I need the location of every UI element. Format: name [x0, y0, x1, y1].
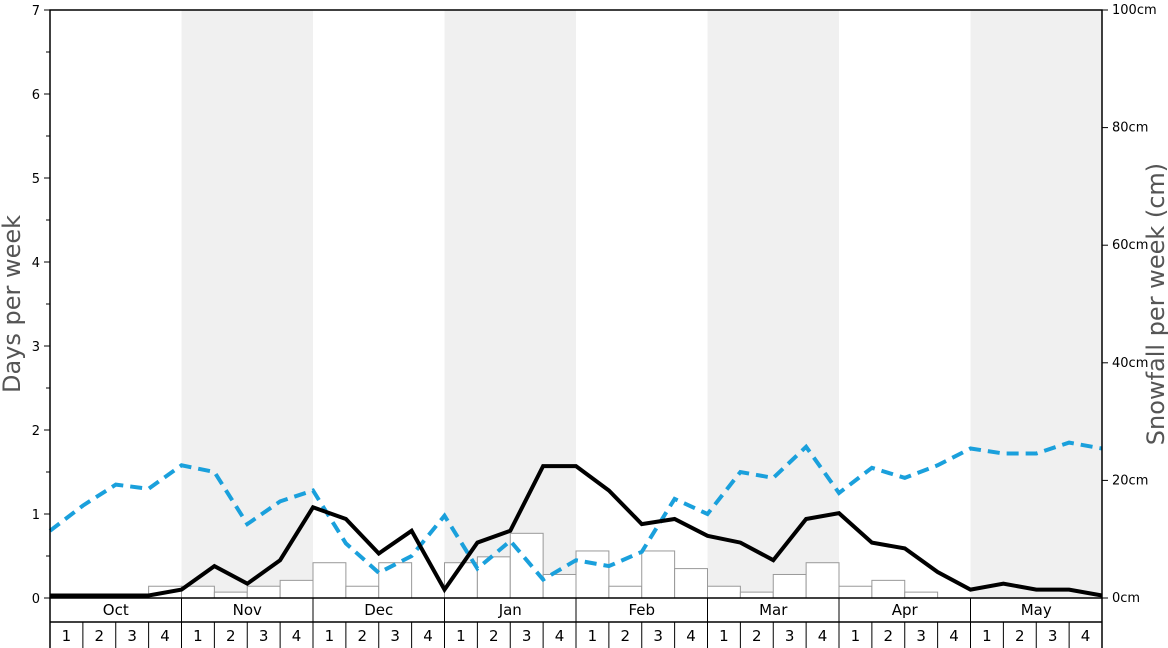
snowfall-bar: [838, 585, 873, 599]
right-tick-label: 100cm: [1112, 3, 1157, 18]
left-tick-label: 6: [32, 88, 40, 103]
week-label: 4: [818, 627, 828, 645]
snowfall-bar: [279, 579, 314, 599]
month-bands: [181, 10, 1102, 598]
month-label: Apr: [892, 601, 919, 619]
month-band: [970, 10, 1102, 598]
month-label: Jan: [498, 601, 522, 619]
month-label: Mar: [759, 601, 788, 619]
week-label: 1: [851, 627, 861, 645]
dashed-line-series: [48, 440, 1103, 583]
month-label: Feb: [628, 601, 655, 619]
snowfall-bar: [378, 562, 413, 599]
month-row: Oct Nov Dec Jan Feb Mar Apr May: [49, 598, 1103, 623]
month-label: Nov: [233, 601, 262, 619]
left-tick-label: 5: [32, 172, 40, 187]
week-label: 1: [193, 627, 203, 645]
left-axis-title: Days per week: [0, 215, 26, 393]
left-tick-label: 7: [32, 4, 40, 19]
right-tick-label: 40cm: [1112, 356, 1148, 371]
week-label: 3: [1048, 627, 1058, 645]
snowfall-bar: [871, 579, 906, 599]
snowfall-bar: [476, 556, 511, 599]
right-tick-label: 20cm: [1112, 473, 1148, 488]
week-label: 3: [259, 627, 269, 645]
week-label: 2: [1015, 627, 1025, 645]
month-label: Dec: [364, 601, 393, 619]
week-label: 3: [127, 627, 137, 645]
week-label: 4: [292, 627, 302, 645]
week-label: 1: [325, 627, 335, 645]
month-label: Oct: [103, 601, 129, 619]
right-tick-label: 0cm: [1112, 591, 1140, 606]
week-label: 1: [719, 627, 729, 645]
right-axis-title: Snowfall per week (cm): [1142, 163, 1168, 445]
week-label: 1: [62, 627, 72, 645]
snowfall-bar: [213, 591, 248, 599]
left-tick-label: 1: [32, 508, 40, 523]
week-label: 2: [489, 627, 499, 645]
week-label: 3: [390, 627, 400, 645]
snowfall-bar: [542, 573, 577, 599]
week-label: 3: [785, 627, 795, 645]
snowfall-bar: [608, 585, 643, 599]
solid-line: [50, 464, 1103, 598]
snowfall-bar: [345, 585, 380, 599]
snowfall-bar: [312, 562, 347, 599]
week-label: 2: [358, 627, 368, 645]
week-label: 4: [949, 627, 959, 645]
snowfall-bar: [904, 591, 939, 599]
left-tick-label: 2: [32, 424, 40, 439]
month-band: [707, 10, 839, 598]
snowfall-bar: [575, 550, 610, 599]
left-tick-label: 4: [32, 256, 40, 271]
week-label: 4: [1081, 627, 1091, 645]
snowfall-bar: [707, 585, 741, 599]
month-band: [181, 10, 313, 598]
snowfall-bar: [246, 585, 281, 599]
snowfall-bar: [674, 568, 708, 599]
snowfall-bar: [739, 591, 774, 599]
week-label: 4: [686, 627, 696, 645]
left-tick-label: 3: [32, 340, 40, 355]
week-label: 1: [588, 627, 598, 645]
right-tick-label: 80cm: [1112, 121, 1148, 136]
week-label: 4: [555, 627, 565, 645]
week-label: 3: [522, 627, 532, 645]
snowfall-bar: [509, 532, 544, 599]
month-band: [444, 10, 576, 598]
snowfall-bars: [148, 532, 939, 599]
week-label: 2: [95, 627, 105, 645]
right-tick-label: 60cm: [1112, 238, 1148, 253]
week-label: 1: [982, 627, 992, 645]
month-label: May: [1021, 601, 1052, 619]
week-label: 1: [456, 627, 466, 645]
week-label: 3: [653, 627, 663, 645]
snowfall-bar: [772, 573, 807, 599]
snowfall-bar: [641, 550, 676, 599]
week-label: 4: [423, 627, 433, 645]
left-tick-label: 0: [32, 592, 40, 607]
week-label: 3: [916, 627, 926, 645]
right-axis: 0cm 20cm 40cm 60cm 80cm 100cm: [1102, 3, 1157, 606]
week-label: 2: [884, 627, 894, 645]
left-axis: 0 1 2 3 4 5 6 7: [32, 4, 50, 607]
week-label: 2: [621, 627, 631, 645]
week-label: 4: [160, 627, 170, 645]
snowfall-bar: [805, 562, 840, 599]
week-label: 2: [226, 627, 236, 645]
week-label: 2: [752, 627, 762, 645]
week-row: 1 2 3 4 1 2 3 4 1 2 3 4 1 2 3 4 1 2 3 4 1 2 3 4 1 2 3 4 1 2 3 4: [49, 622, 1103, 648]
